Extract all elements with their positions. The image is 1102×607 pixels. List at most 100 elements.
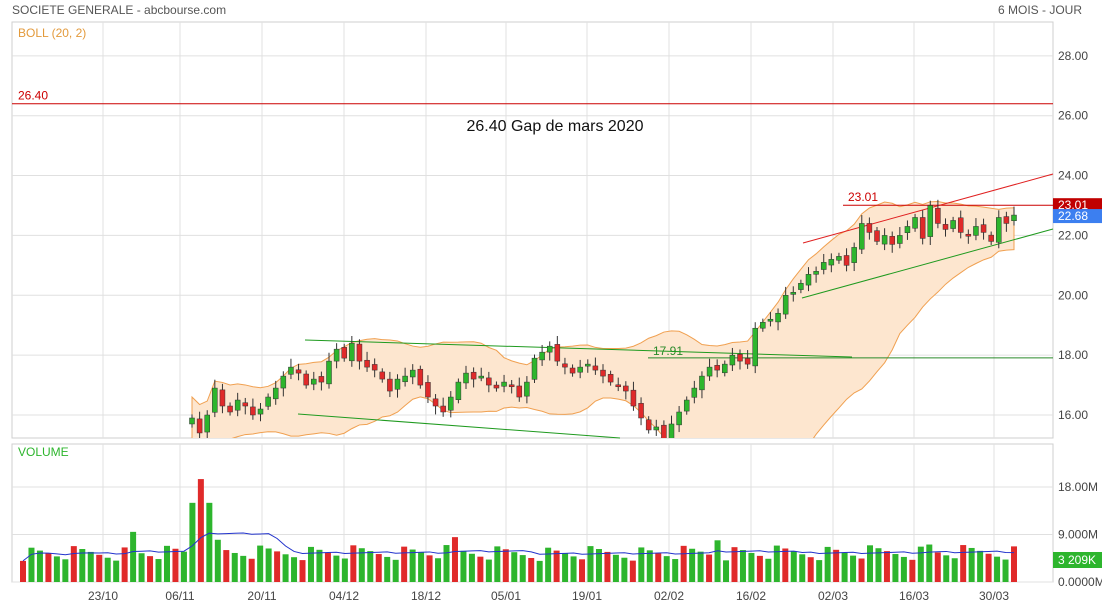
x-tick-label: 30/03: [979, 589, 1009, 603]
price-badge-label: 23.01: [1058, 198, 1088, 212]
volume-bar: [723, 560, 730, 582]
volume-bar: [435, 558, 442, 582]
volume-bar: [892, 554, 899, 582]
candle-body: [851, 247, 857, 263]
candle-body: [965, 233, 972, 237]
volume-bar: [341, 558, 348, 582]
candle-body: [371, 364, 378, 371]
volume-badge-label: 3 209K: [1058, 553, 1096, 567]
volume-bar: [528, 557, 535, 582]
chart-title: SOCIETE GENERALE - abcbourse.com: [12, 3, 226, 17]
volume-bar: [697, 551, 704, 582]
volume-bar: [214, 539, 221, 582]
candle-body: [950, 220, 956, 229]
volume-bar: [1002, 559, 1009, 582]
candle-body: [897, 235, 903, 244]
volume-bar: [638, 547, 645, 582]
candle-body: [394, 378, 401, 390]
volume-bar: [570, 556, 577, 582]
candle-body: [874, 230, 880, 242]
candle-body: [859, 223, 865, 250]
volume-bar: [883, 551, 890, 582]
volume-bar: [36, 550, 43, 582]
volume-bar: [257, 545, 264, 582]
candle-body: [683, 399, 690, 412]
candle-body: [379, 371, 386, 380]
annotation-text: 26.40 Gap de mars 2020: [466, 118, 643, 135]
candle-body: [744, 358, 751, 365]
volume-bar: [680, 545, 687, 582]
price-tick-label: 16.00: [1058, 408, 1088, 422]
volume-bar: [858, 558, 865, 582]
volume-bar: [155, 559, 162, 582]
volume-bar: [147, 556, 154, 582]
volume-bar: [511, 552, 518, 582]
candle-body: [866, 223, 873, 233]
candle-body: [349, 342, 355, 362]
candle-body: [1003, 216, 1010, 224]
candle-body: [752, 327, 758, 367]
volume-bar: [409, 549, 416, 582]
volume-bar: [485, 559, 492, 582]
volume-bar: [113, 560, 120, 582]
x-tick-label: 16/03: [899, 589, 929, 603]
x-tick-label: 23/10: [88, 589, 118, 603]
volume-bar: [426, 555, 433, 582]
candle-body: [402, 375, 408, 383]
candle-body: [577, 366, 583, 373]
candle-body: [668, 423, 675, 438]
volume-bar: [384, 556, 391, 582]
volume-bar: [985, 553, 992, 582]
candle-body: [775, 312, 781, 323]
volume-bar: [841, 552, 848, 582]
x-tick-label: 19/01: [572, 589, 602, 603]
x-tick-label: 02/02: [654, 589, 684, 603]
candle-body: [836, 256, 842, 261]
volume-bar: [468, 553, 475, 582]
candle-body: [820, 262, 827, 270]
volume-bar: [494, 546, 501, 582]
volume-bar: [553, 550, 560, 582]
volume-bar: [248, 558, 255, 582]
volume-bar: [604, 551, 611, 582]
candle-body: [585, 363, 591, 367]
x-tick-label: 06/11: [165, 589, 194, 603]
volume-bar: [96, 554, 103, 582]
candle-body: [889, 236, 895, 245]
candle-body: [904, 226, 911, 233]
volume-bar: [197, 479, 204, 582]
price-tick-label: 26.00: [1058, 109, 1088, 123]
price-tick-label: 22.00: [1058, 228, 1088, 242]
volume-bar: [663, 556, 670, 582]
volume-bar: [756, 555, 763, 582]
x-tick-label: 18/12: [411, 589, 441, 603]
indicator-label: BOLL (20, 2): [18, 26, 86, 40]
x-tick-label: 04/12: [329, 589, 359, 603]
volume-bar: [1011, 546, 1017, 582]
candle-body: [988, 234, 994, 242]
volume-bar: [867, 545, 874, 582]
volume-bar: [45, 553, 52, 582]
volume-bar: [418, 552, 425, 582]
volume-bar: [714, 540, 721, 582]
trendline-support: [801, 228, 1054, 299]
volume-bar: [121, 547, 128, 582]
candle-body: [280, 375, 287, 389]
candle-body: [303, 373, 309, 386]
candle-body: [676, 411, 682, 426]
level-label-23-01: 23.01: [848, 190, 878, 204]
volume-bar: [807, 557, 814, 582]
volume-label: VOLUME: [18, 445, 69, 459]
candle-body: [272, 387, 279, 400]
candle-body: [592, 365, 599, 371]
volume-bar: [104, 557, 111, 582]
volume-bar: [545, 547, 552, 582]
candle-body: [318, 376, 325, 383]
price-tick-label: 24.00: [1058, 169, 1088, 183]
volume-bar: [917, 546, 924, 582]
volume-bar: [562, 553, 569, 582]
volume-bar: [629, 560, 636, 582]
volume-bar: [621, 557, 628, 582]
candle-body: [607, 374, 614, 383]
